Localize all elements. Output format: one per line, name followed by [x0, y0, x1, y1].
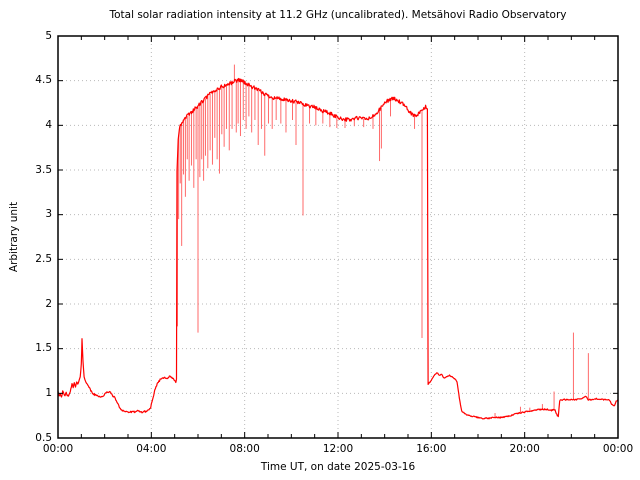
y-tick-label: 0.5	[35, 431, 52, 444]
x-tick-label: 16:00	[416, 443, 447, 455]
y-tick-label: 2.5	[35, 252, 52, 265]
x-tick-label: 00:00	[42, 443, 74, 455]
x-tick-label: 04:00	[136, 443, 167, 455]
y-tick-label: 3.5	[35, 163, 52, 176]
x-tick-label: 12:00	[322, 443, 354, 455]
x-axis-label: Time UT, on date 2025-03-16	[260, 461, 416, 473]
y-tick-label: 4.5	[35, 74, 52, 87]
y-tick-label: 2	[45, 297, 52, 310]
y-tick-label: 4	[45, 118, 52, 131]
chart-title: Total solar radiation intensity at 11.2 …	[109, 9, 567, 21]
x-tick-label: 20:00	[509, 443, 540, 455]
x-tick-label: 00:00	[602, 443, 634, 455]
y-tick-label: 3	[45, 208, 52, 221]
data-line	[57, 77, 619, 420]
y-tick-label: 1	[45, 386, 52, 399]
y-tick-label: 5	[45, 29, 52, 42]
x-tick-label: 08:00	[229, 443, 260, 455]
y-tick-label: 1.5	[35, 342, 52, 355]
